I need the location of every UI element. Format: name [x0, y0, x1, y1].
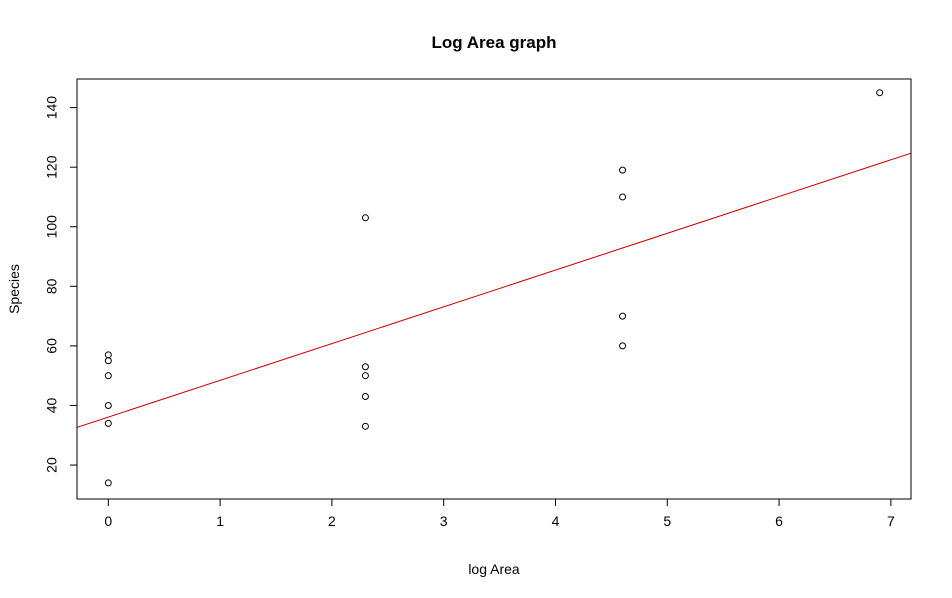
- y-tick-label: 140: [44, 96, 60, 120]
- y-axis-label: Species: [6, 264, 22, 314]
- plot-frame: [76, 78, 912, 500]
- chart-title: Log Area graph: [432, 33, 557, 52]
- y-tick-label: 100: [44, 215, 60, 239]
- data-point: [361, 363, 369, 371]
- y-tick-label: 120: [44, 155, 60, 179]
- regression-line: [77, 152, 911, 428]
- data-point: [619, 312, 627, 320]
- x-tick-label: 5: [663, 513, 671, 529]
- data-point: [104, 372, 112, 380]
- x-tick-label: 2: [328, 513, 336, 529]
- data-point: [104, 351, 112, 359]
- data-point: [104, 401, 112, 409]
- data-point: [361, 422, 369, 430]
- x-tick-label: 1: [216, 513, 224, 529]
- y-tick-label: 20: [44, 457, 60, 473]
- x-tick-label: 3: [440, 513, 448, 529]
- x-tick-label: 7: [887, 513, 895, 529]
- y-tick-label: 60: [44, 338, 60, 354]
- x-tick-label: 4: [552, 513, 560, 529]
- data-point: [104, 479, 112, 487]
- x-axis-label: log Area: [468, 561, 520, 577]
- data-point: [104, 419, 112, 427]
- data-point: [361, 214, 369, 222]
- data-point: [876, 89, 884, 97]
- data-point: [361, 372, 369, 380]
- data-point: [619, 166, 627, 174]
- data-point: [104, 357, 112, 365]
- x-tick-label: 6: [775, 513, 783, 529]
- x-tick-label: 0: [104, 513, 112, 529]
- data-point: [361, 393, 369, 401]
- y-tick-label: 80: [44, 278, 60, 294]
- y-tick-label: 40: [44, 397, 60, 413]
- data-point: [619, 193, 627, 201]
- data-point: [619, 342, 627, 350]
